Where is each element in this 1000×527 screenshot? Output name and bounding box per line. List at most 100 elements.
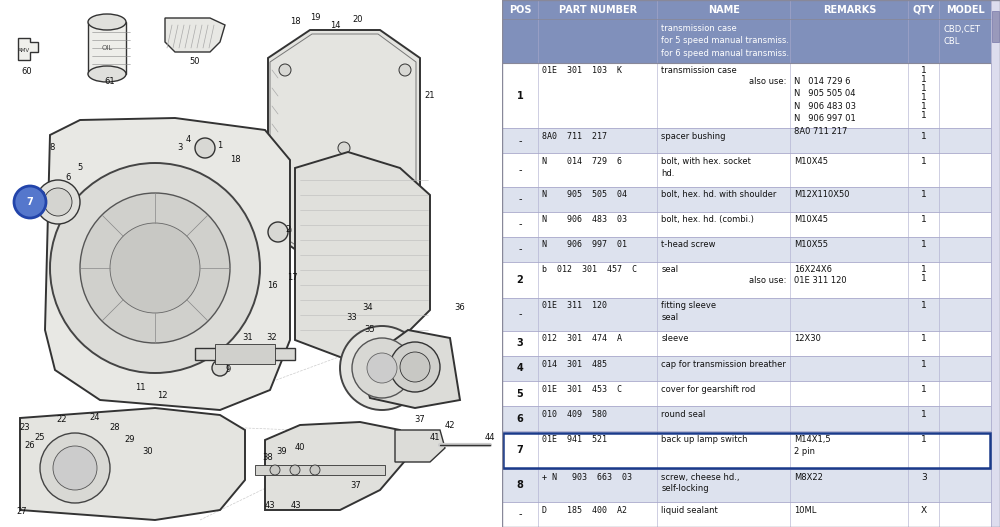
Circle shape bbox=[399, 64, 411, 76]
Text: fitting sleeve
seal: fitting sleeve seal bbox=[661, 301, 717, 322]
Circle shape bbox=[279, 224, 291, 236]
Text: 1: 1 bbox=[921, 75, 927, 84]
Circle shape bbox=[352, 338, 412, 398]
Bar bbox=[502, 187, 991, 212]
Text: 27: 27 bbox=[17, 508, 27, 516]
Text: 4: 4 bbox=[185, 135, 191, 144]
Circle shape bbox=[399, 224, 411, 236]
Bar bbox=[502, 406, 991, 431]
Text: 31: 31 bbox=[243, 334, 253, 343]
Text: 17: 17 bbox=[287, 274, 297, 282]
Text: 3: 3 bbox=[177, 143, 183, 152]
Polygon shape bbox=[295, 152, 430, 360]
Text: also use:: also use: bbox=[749, 276, 786, 285]
Text: 60: 60 bbox=[22, 67, 32, 76]
Ellipse shape bbox=[88, 14, 126, 30]
Text: M10X45: M10X45 bbox=[794, 216, 828, 225]
Text: 35: 35 bbox=[365, 326, 375, 335]
Text: 1: 1 bbox=[921, 216, 927, 225]
Text: transmission case
for 5 speed manual transmiss.
for 6 speed manual transmiss.: transmission case for 5 speed manual tra… bbox=[661, 24, 790, 57]
Text: 12X30: 12X30 bbox=[794, 335, 821, 344]
Text: -: - bbox=[518, 309, 522, 319]
Text: 4: 4 bbox=[517, 364, 523, 374]
Circle shape bbox=[80, 193, 230, 343]
Text: N    905  505  04: N 905 505 04 bbox=[542, 190, 627, 199]
Polygon shape bbox=[268, 30, 420, 260]
Text: sleeve: sleeve bbox=[661, 335, 689, 344]
Text: 23: 23 bbox=[20, 424, 30, 433]
Text: 11: 11 bbox=[135, 384, 145, 393]
Text: bolt, hex. hd. with shoulder: bolt, hex. hd. with shoulder bbox=[661, 190, 777, 199]
Text: 7: 7 bbox=[517, 445, 523, 455]
Text: 1: 1 bbox=[921, 359, 927, 368]
Text: 16: 16 bbox=[267, 280, 277, 289]
Text: 2: 2 bbox=[285, 226, 291, 235]
Text: cover for gearshift rod: cover for gearshift rod bbox=[661, 385, 756, 394]
Text: PART NUMBER: PART NUMBER bbox=[559, 5, 637, 15]
Text: 44: 44 bbox=[485, 434, 495, 443]
Text: 21: 21 bbox=[425, 91, 435, 100]
Polygon shape bbox=[165, 18, 225, 52]
Text: 6: 6 bbox=[65, 173, 71, 182]
Text: 1: 1 bbox=[921, 157, 927, 166]
Text: N    906  997  01: N 906 997 01 bbox=[542, 240, 627, 249]
Text: round seal: round seal bbox=[661, 410, 706, 419]
Text: 1: 1 bbox=[921, 66, 927, 75]
Text: 1: 1 bbox=[921, 132, 927, 141]
Text: spacer bushing: spacer bushing bbox=[661, 132, 726, 141]
Text: D    185  400  A2: D 185 400 A2 bbox=[542, 505, 627, 514]
Bar bbox=[992, 11, 999, 42]
Text: 42: 42 bbox=[445, 421, 455, 430]
Circle shape bbox=[36, 180, 80, 224]
Bar bbox=[502, 431, 991, 469]
Text: 24: 24 bbox=[90, 414, 100, 423]
Bar bbox=[502, 331, 991, 356]
Circle shape bbox=[50, 163, 260, 373]
Polygon shape bbox=[395, 430, 445, 462]
Text: also use:: also use: bbox=[749, 77, 786, 86]
Text: 43: 43 bbox=[265, 501, 275, 510]
Text: screw, cheese hd.,
self-locking: screw, cheese hd., self-locking bbox=[661, 473, 740, 493]
Text: 18: 18 bbox=[230, 155, 240, 164]
Text: liquid sealant: liquid sealant bbox=[661, 505, 718, 514]
Text: 010  409  580: 010 409 580 bbox=[542, 410, 607, 419]
Bar bbox=[255, 465, 385, 475]
Text: t-head screw: t-head screw bbox=[661, 240, 716, 249]
Text: cap for transmission breather: cap for transmission breather bbox=[661, 359, 786, 368]
Text: -: - bbox=[518, 194, 522, 204]
Bar bbox=[502, 212, 991, 237]
Text: REMARKS: REMARKS bbox=[823, 5, 876, 15]
Bar bbox=[502, 502, 991, 527]
Text: 10: 10 bbox=[35, 190, 45, 200]
Text: 29: 29 bbox=[125, 435, 135, 444]
Text: POS: POS bbox=[509, 5, 531, 15]
Text: -: - bbox=[518, 136, 522, 146]
Text: M10X55: M10X55 bbox=[794, 240, 828, 249]
Text: bolt, with hex. socket
hd.: bolt, with hex. socket hd. bbox=[661, 157, 751, 178]
Circle shape bbox=[53, 446, 97, 490]
Circle shape bbox=[338, 142, 350, 154]
Circle shape bbox=[40, 433, 110, 503]
Text: 1: 1 bbox=[921, 335, 927, 344]
Text: 8A0  711  217: 8A0 711 217 bbox=[542, 132, 607, 141]
Text: 8: 8 bbox=[49, 143, 55, 152]
Text: 10ML: 10ML bbox=[794, 505, 817, 514]
Text: -: - bbox=[518, 510, 522, 520]
Text: 40: 40 bbox=[295, 444, 305, 453]
Text: 36: 36 bbox=[455, 304, 465, 313]
Text: 8: 8 bbox=[517, 481, 523, 490]
Text: 33: 33 bbox=[347, 314, 357, 323]
Text: 1: 1 bbox=[921, 190, 927, 199]
Bar bbox=[502, 237, 991, 262]
Polygon shape bbox=[45, 118, 290, 410]
Text: 16X24X6: 16X24X6 bbox=[794, 266, 832, 275]
Text: 22: 22 bbox=[57, 415, 67, 425]
Text: OIL: OIL bbox=[101, 45, 113, 51]
Text: 012  301  474  A: 012 301 474 A bbox=[542, 335, 622, 344]
Text: 3: 3 bbox=[921, 473, 927, 482]
Text: QTY: QTY bbox=[913, 5, 935, 15]
Text: 01E  301  453  C: 01E 301 453 C bbox=[542, 385, 622, 394]
Bar bbox=[502, 469, 991, 502]
Text: 01E  311  120: 01E 311 120 bbox=[542, 301, 607, 310]
Text: 1: 1 bbox=[921, 111, 927, 120]
